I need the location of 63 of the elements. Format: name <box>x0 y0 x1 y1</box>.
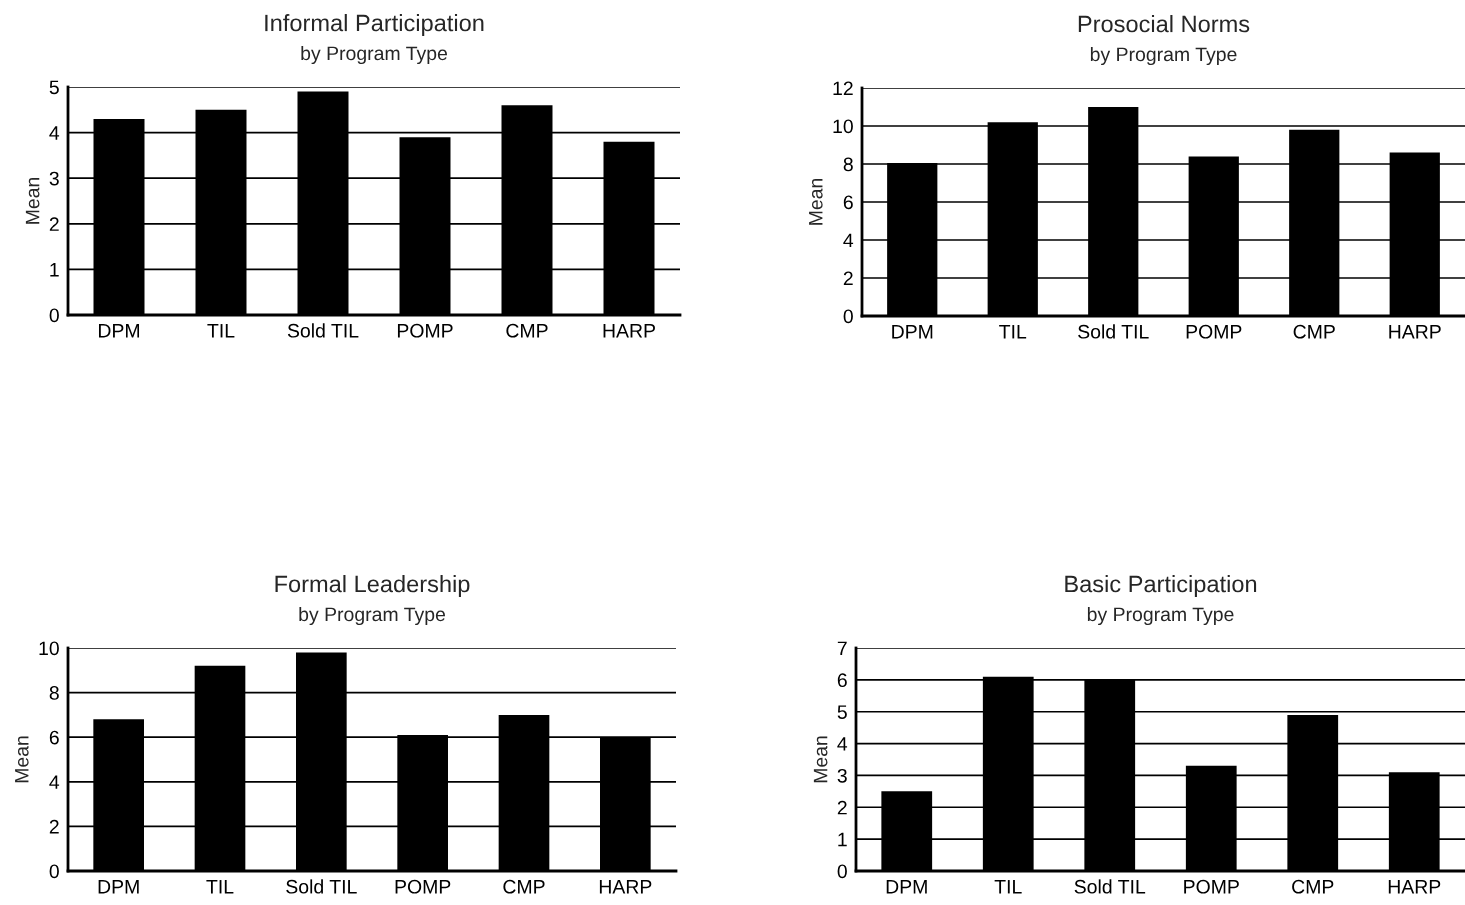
x-tick-label: CMP <box>1292 879 1334 894</box>
chart-subtitle: by Program Type <box>1087 606 1234 626</box>
y-tick-label: 6 <box>843 195 853 210</box>
y-tick-label: 3 <box>49 171 59 186</box>
x-tick-label: CMP <box>1293 324 1335 339</box>
y-tick-label: 2 <box>49 217 59 231</box>
x-tick-label: HARP <box>1388 880 1441 894</box>
chart-title: Informal Participation <box>265 14 484 37</box>
x-tick-label: TIL <box>994 880 1022 894</box>
y-tick-label: 5 <box>837 705 847 719</box>
x-tick-label: HARP <box>603 324 655 338</box>
x-tick-label: CMP <box>506 323 548 338</box>
y-tick-label: 4 <box>49 775 60 789</box>
x-tick-label: CMP <box>503 879 545 894</box>
y-tick-label: 7 <box>837 641 847 656</box>
y-tick-label: 4 <box>49 126 60 140</box>
chart-subtitle: by Program Type <box>299 606 445 626</box>
y-tick-label: 0 <box>49 308 59 323</box>
x-tick-label: HARP <box>1389 325 1441 339</box>
x-tick-label: POMP <box>1186 324 1242 339</box>
y-tick-label: 8 <box>843 157 853 172</box>
y-tick-label: 1 <box>838 832 847 847</box>
x-tick-label: TIL <box>206 880 234 894</box>
y-tick-label: 0 <box>837 864 847 879</box>
x-tick-label: TIL <box>999 325 1027 339</box>
x-tick-label: DPM <box>98 324 140 338</box>
y-tick-label: 10 <box>833 119 853 134</box>
x-tick-label: Sold TIL <box>1074 879 1146 894</box>
y-tick-label: 6 <box>837 673 847 688</box>
x-tick-label: POMP <box>1184 879 1239 894</box>
y-tick-label: 0 <box>843 309 853 324</box>
y-tick-label: 10 <box>39 641 59 656</box>
y-axis-title: Mean <box>813 736 828 783</box>
x-tick-label: Sold TIL <box>286 879 357 894</box>
x-tick-label: DPM <box>892 325 933 339</box>
y-axis-title: Mean <box>809 178 823 225</box>
y-tick-label: 6 <box>49 730 59 745</box>
chart-title: Formal Leadership <box>275 574 470 598</box>
y-tick-label: 1 <box>50 263 59 277</box>
y-tick-label: 5 <box>49 80 59 95</box>
x-tick-label: Sold TIL <box>287 323 359 338</box>
x-tick-label: DPM <box>98 880 139 894</box>
y-tick-label: 2 <box>843 271 853 286</box>
y-tick-label: 0 <box>49 864 59 879</box>
y-tick-label: 4 <box>843 233 854 248</box>
chart-title: Prosocial Norms <box>1078 15 1250 33</box>
chart-subtitle: by Program Type <box>301 45 447 65</box>
chart-title: Basic Participation <box>1065 574 1257 598</box>
chart-subtitle: by Program Type <box>1090 46 1237 66</box>
y-tick-label: 2 <box>837 800 847 815</box>
y-tick-label: 12 <box>833 81 853 96</box>
x-tick-label: DPM <box>886 880 927 894</box>
x-tick-label: TIL <box>207 324 235 338</box>
y-axis-title: Mean <box>25 177 40 224</box>
y-tick-label: 4 <box>837 737 848 751</box>
y-tick-label: 3 <box>837 768 847 783</box>
x-tick-label: POMP <box>397 323 453 338</box>
x-tick-label: Sold TIL <box>1078 324 1149 339</box>
y-tick-label: 8 <box>49 686 59 700</box>
x-tick-label: POMP <box>395 879 451 894</box>
x-tick-label: HARP <box>599 880 652 894</box>
y-axis-title: Mean <box>15 736 29 783</box>
y-tick-label: 2 <box>49 819 59 834</box>
